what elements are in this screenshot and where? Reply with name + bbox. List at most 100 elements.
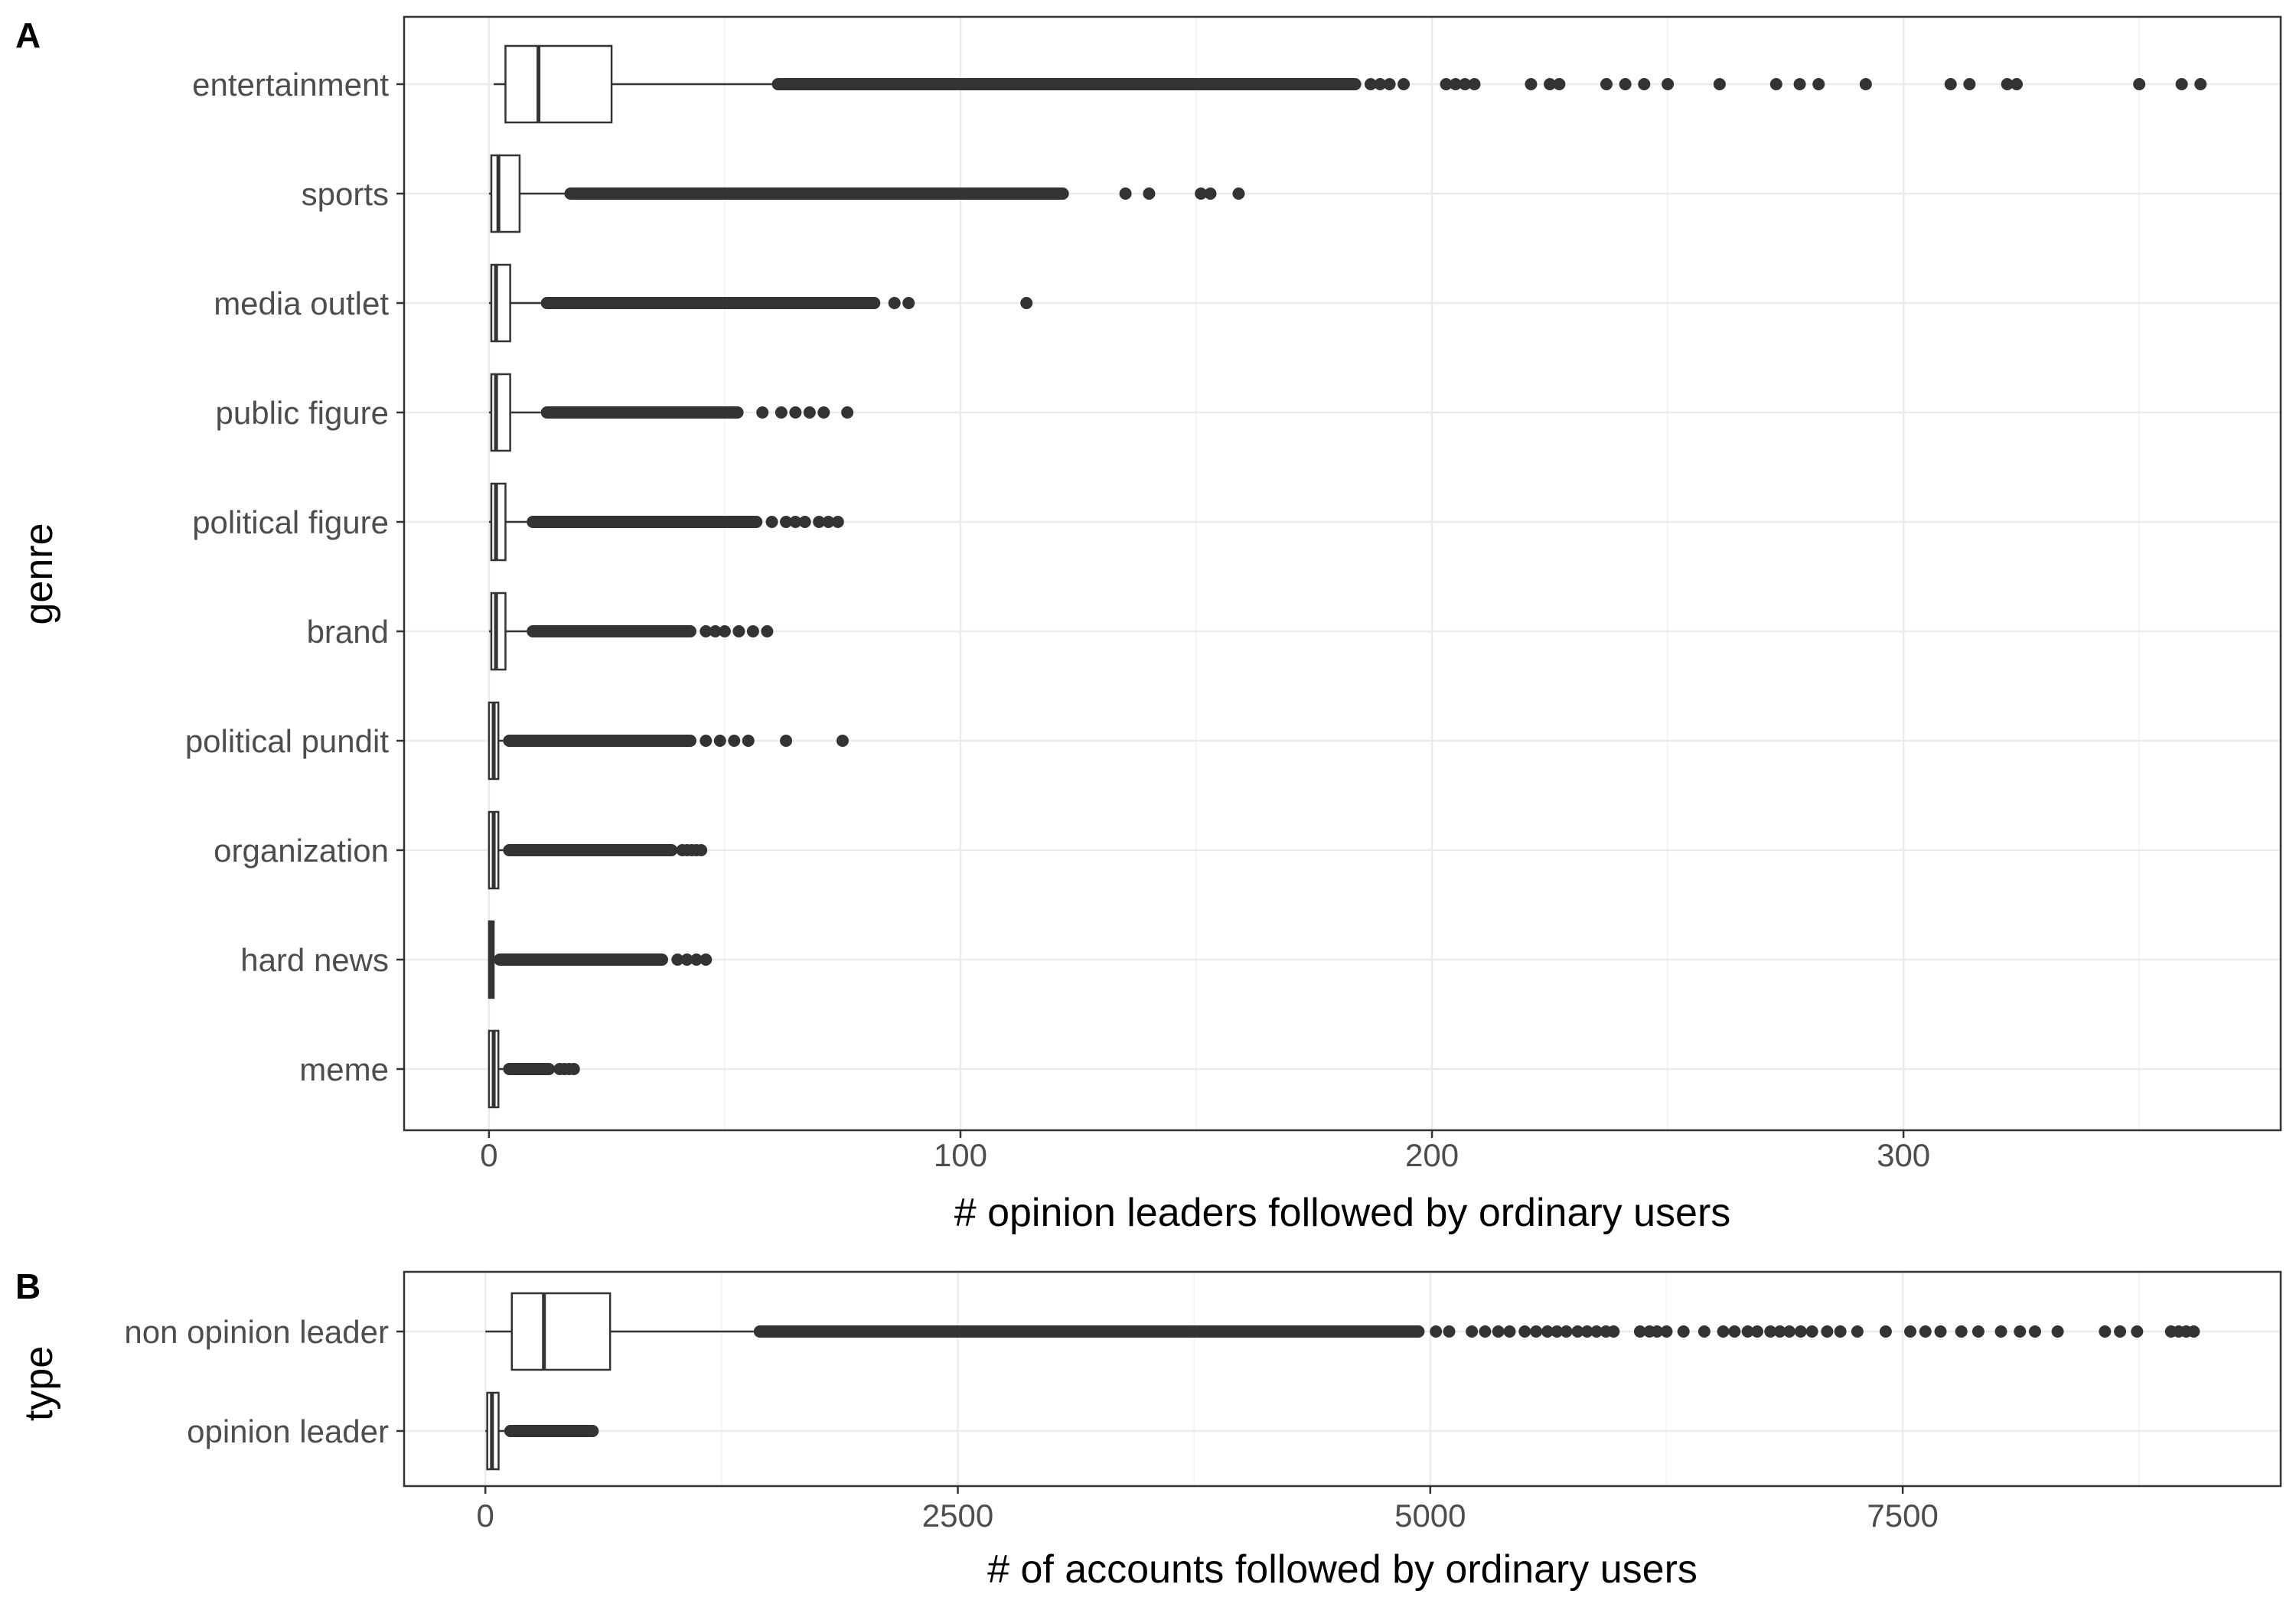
outlier-point [1651, 1325, 1664, 1338]
outlier-band [564, 187, 1069, 200]
outlier-point [1551, 1325, 1564, 1338]
panel-b-border [403, 1270, 2282, 1488]
outlier-point [1492, 1325, 1505, 1338]
y-tick-label-entertainment: entertainment [192, 67, 389, 103]
outlier-point [1751, 1325, 1764, 1338]
box-public-figure [488, 373, 854, 452]
box-media-outlet [488, 263, 1033, 343]
outlier-point [902, 297, 915, 309]
outlier-point [780, 516, 793, 528]
outlier-point [1541, 1325, 1554, 1338]
outlier-point [1717, 1325, 1730, 1338]
panel-b-x-axis-title: # of accounts followed by ordinary users [987, 1547, 1698, 1592]
outlier-point [1364, 78, 1377, 90]
outlier-band [753, 1325, 1425, 1338]
outlier-point [2099, 1325, 2112, 1338]
outlier-point [671, 953, 684, 966]
outlier-point [700, 625, 713, 637]
outlier-point [1764, 1325, 1777, 1338]
outlier-point [1479, 1325, 1492, 1338]
outlier-point [888, 297, 901, 309]
panel-b-background [404, 1272, 2281, 1486]
outlier-point [742, 735, 755, 747]
panel-b-y-axis-title: type [17, 1346, 61, 1421]
outlier-point [1660, 1325, 1673, 1338]
outlier-point [761, 625, 774, 637]
outlier-point [1449, 78, 1462, 90]
panel-a-y-tick-labels: entertainment sports media outlet public fi… [185, 67, 404, 1087]
outlier-point [1713, 78, 1726, 90]
outlier-point [1383, 78, 1396, 90]
outlier-point [775, 406, 788, 419]
panel-b-letter: B [15, 1266, 41, 1306]
outlier-point [700, 735, 713, 747]
box-political-pundit [488, 701, 849, 781]
outlier-point [718, 625, 731, 637]
y-tick-label-organization: organization [214, 833, 389, 869]
y-tick-label-brand: brand [307, 614, 389, 650]
outlier-band [527, 516, 763, 528]
panel-a-background [404, 17, 2281, 1130]
outlier-point [1443, 1325, 1456, 1338]
box-political-figure [488, 482, 844, 562]
box-sports [488, 154, 1245, 233]
outlier-point [695, 844, 708, 856]
outlier-point [1119, 187, 1132, 200]
x-tick-label: 0 [476, 1498, 494, 1534]
panel-a-boxes [488, 44, 2207, 1109]
outlier-point [1859, 78, 1872, 90]
outlier-point [1638, 78, 1651, 90]
outlier-point [1955, 1325, 1968, 1338]
box-iqr [490, 482, 507, 562]
outlier-point [1934, 1325, 1947, 1338]
box-entertainment [494, 44, 2207, 124]
outlier-point [2133, 78, 2146, 90]
x-tick-label: 0 [480, 1137, 497, 1173]
outlier-point [1963, 78, 1976, 90]
outlier-point [836, 735, 849, 747]
outlier-point [1590, 1325, 1603, 1338]
outlier-point [2175, 78, 2188, 90]
x-tick-label: 5000 [1394, 1498, 1466, 1534]
outlier-point [1204, 187, 1217, 200]
panel-a-x-tick-labels: 0 100 200 300 [480, 1130, 1930, 1173]
y-tick-label-political-figure: political figure [192, 504, 389, 540]
outlier-point [1143, 187, 1156, 200]
panel-b-gridlines [404, 1272, 2281, 1486]
outlier-point [2187, 1325, 2200, 1338]
outlier-point [1544, 78, 1557, 90]
outlier-band [540, 297, 881, 309]
outlier-point [1698, 1325, 1711, 1338]
panel-b-type-boxplot: B non opinion leader opinion leader 0 2500… [15, 1266, 2282, 1592]
panel-b-y-tick-labels: non opinion leader opinion leader [124, 1314, 404, 1449]
x-tick-label: 300 [1877, 1137, 1930, 1173]
outlier-point [1782, 1325, 1795, 1338]
outlier-point [2114, 1325, 2127, 1338]
box-hard-news [488, 920, 713, 999]
outlier-point [690, 953, 703, 966]
outlier-point [1466, 1325, 1479, 1338]
outlier-band [527, 625, 696, 637]
outlier-point [1571, 1325, 1584, 1338]
outlier-point [841, 406, 854, 419]
outlier-point [1794, 1325, 1807, 1338]
outlier-point [789, 516, 802, 528]
outlier-point [1677, 1325, 1690, 1338]
outlier-point [732, 625, 745, 637]
panel-a-letter: A [15, 15, 41, 55]
panel-a-border [403, 15, 2282, 1132]
outlier-point [2131, 1325, 2144, 1338]
outlier-point [1812, 78, 1825, 90]
outlier-point [700, 953, 713, 966]
panel-b-x-tick-labels: 0 2500 5000 7500 [476, 1486, 1939, 1534]
outlier-band [771, 78, 1362, 90]
outlier-band [503, 844, 678, 856]
panel-a-genre-boxplot: A entertainment sports media outlet public … [15, 15, 2282, 1235]
outlier-point [798, 516, 811, 528]
outlier-point [756, 406, 769, 419]
outlier-point [1773, 1325, 1786, 1338]
outlier-point [765, 516, 778, 528]
outlier-point [813, 516, 826, 528]
panel-a-y-axis-title: genre [17, 523, 61, 625]
